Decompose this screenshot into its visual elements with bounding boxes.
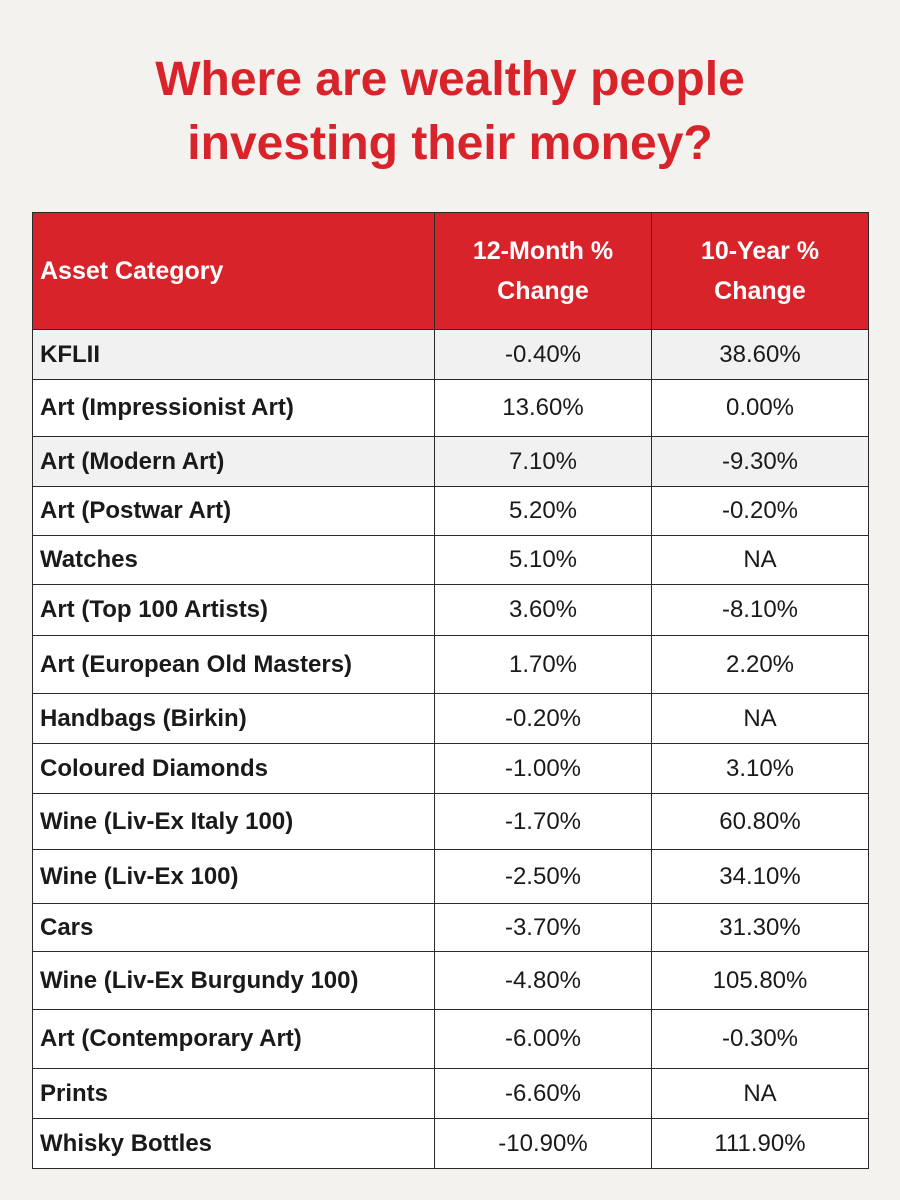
table-row: Handbags (Birkin) -0.20% NA — [32, 693, 869, 744]
table-row: Coloured Diamonds -1.00% 3.10% — [32, 743, 869, 794]
table-row: Watches 5.10% NA — [32, 535, 869, 585]
cell-10-year-change: 2.20% — [651, 635, 869, 694]
cell-asset-category: Watches — [32, 535, 435, 585]
cell-10-year-change: -0.30% — [651, 1009, 869, 1069]
cell-asset-category: Art (Impressionist Art) — [32, 379, 435, 437]
table-row: Wine (Liv-Ex 100) -2.50% 34.10% — [32, 849, 869, 904]
cell-asset-category: Art (Top 100 Artists) — [32, 584, 435, 636]
cell-asset-category: Prints — [32, 1068, 435, 1119]
table-row: Art (Contemporary Art) -6.00% -0.30% — [32, 1009, 869, 1069]
cell-asset-category: Art (European Old Masters) — [32, 635, 435, 694]
cell-10-year-change: 60.80% — [651, 793, 869, 850]
cell-10-year-change: -0.20% — [651, 486, 869, 536]
cell-10-year-change: 38.60% — [651, 329, 869, 380]
cell-asset-category: Art (Contemporary Art) — [32, 1009, 435, 1069]
cell-12-month-change: -6.00% — [434, 1009, 652, 1069]
page-title: Where are wealthy people investing their… — [0, 48, 900, 176]
cell-asset-category: Handbags (Birkin) — [32, 693, 435, 744]
table-row: Wine (Liv-Ex Burgundy 100) -4.80% 105.80% — [32, 951, 869, 1010]
cell-10-year-change: NA — [651, 1068, 869, 1119]
table-header-row: Asset Category 12-Month % Change 10-Year… — [32, 212, 869, 330]
header-12-month-line-2: Change — [497, 277, 589, 305]
header-10-year-line-2: Change — [714, 277, 806, 305]
page-title-line-1: Where are wealthy people — [155, 53, 745, 106]
cell-asset-category: Wine (Liv-Ex Italy 100) — [32, 793, 435, 850]
cell-10-year-change: -8.10% — [651, 584, 869, 636]
header-12-month-line-1: 12-Month % — [472, 237, 614, 265]
cell-asset-category: Cars — [32, 903, 435, 952]
table-row: Cars -3.70% 31.30% — [32, 903, 869, 952]
cell-10-year-change: NA — [651, 535, 869, 585]
cell-12-month-change: 13.60% — [434, 379, 652, 437]
cell-10-year-change: 34.10% — [651, 849, 869, 904]
cell-asset-category: KFLII — [32, 329, 435, 380]
page-title-line-2: investing their money? — [187, 117, 713, 170]
cell-10-year-change: NA — [651, 693, 869, 744]
cell-10-year-change: 31.30% — [651, 903, 869, 952]
cell-10-year-change: 3.10% — [651, 743, 869, 794]
cell-12-month-change: -0.20% — [434, 693, 652, 744]
table-row: Wine (Liv-Ex Italy 100) -1.70% 60.80% — [32, 793, 869, 850]
cell-12-month-change: -4.80% — [434, 951, 652, 1010]
cell-10-year-change: 111.90% — [651, 1118, 869, 1169]
table-row: Art (Impressionist Art) 13.60% 0.00% — [32, 379, 869, 437]
cell-12-month-change: 5.10% — [434, 535, 652, 585]
cell-asset-category: Art (Postwar Art) — [32, 486, 435, 536]
table-row: Prints -6.60% NA — [32, 1068, 869, 1119]
header-asset-category: Asset Category — [32, 212, 435, 330]
cell-asset-category: Art (Modern Art) — [32, 436, 435, 487]
cell-asset-category: Whisky Bottles — [32, 1118, 435, 1169]
cell-12-month-change: -10.90% — [434, 1118, 652, 1169]
table-body: KFLII -0.40% 38.60% Art (Impressionist Art)… — [32, 329, 869, 1169]
cell-12-month-change: -6.60% — [434, 1068, 652, 1119]
table-row: Art (Top 100 Artists) 3.60% -8.10% — [32, 584, 869, 636]
cell-10-year-change: -9.30% — [651, 436, 869, 487]
table-row: Art (Postwar Art) 5.20% -0.20% — [32, 486, 869, 536]
header-10-year-line-1: 10-Year % — [700, 237, 820, 265]
header-10-year-change: 10-Year % Change — [651, 212, 869, 330]
asset-returns-table: Asset Category 12-Month % Change 10-Year… — [32, 212, 869, 1169]
cell-12-month-change: -2.50% — [434, 849, 652, 904]
cell-asset-category: Wine (Liv-Ex 100) — [32, 849, 435, 904]
cell-12-month-change: 3.60% — [434, 584, 652, 636]
cell-asset-category: Coloured Diamonds — [32, 743, 435, 794]
cell-10-year-change: 0.00% — [651, 379, 869, 437]
table-row: KFLII -0.40% 38.60% — [32, 329, 869, 380]
cell-asset-category: Wine (Liv-Ex Burgundy 100) — [32, 951, 435, 1010]
cell-12-month-change: -1.00% — [434, 743, 652, 794]
table-row: Whisky Bottles -10.90% 111.90% — [32, 1118, 869, 1169]
header-12-month-change: 12-Month % Change — [434, 212, 652, 330]
cell-12-month-change: -3.70% — [434, 903, 652, 952]
cell-12-month-change: 5.20% — [434, 486, 652, 536]
cell-12-month-change: -1.70% — [434, 793, 652, 850]
table-row: Art (European Old Masters) 1.70% 2.20% — [32, 635, 869, 694]
cell-12-month-change: 7.10% — [434, 436, 652, 487]
cell-12-month-change: 1.70% — [434, 635, 652, 694]
table-row: Art (Modern Art) 7.10% -9.30% — [32, 436, 869, 487]
cell-12-month-change: -0.40% — [434, 329, 652, 380]
cell-10-year-change: 105.80% — [651, 951, 869, 1010]
